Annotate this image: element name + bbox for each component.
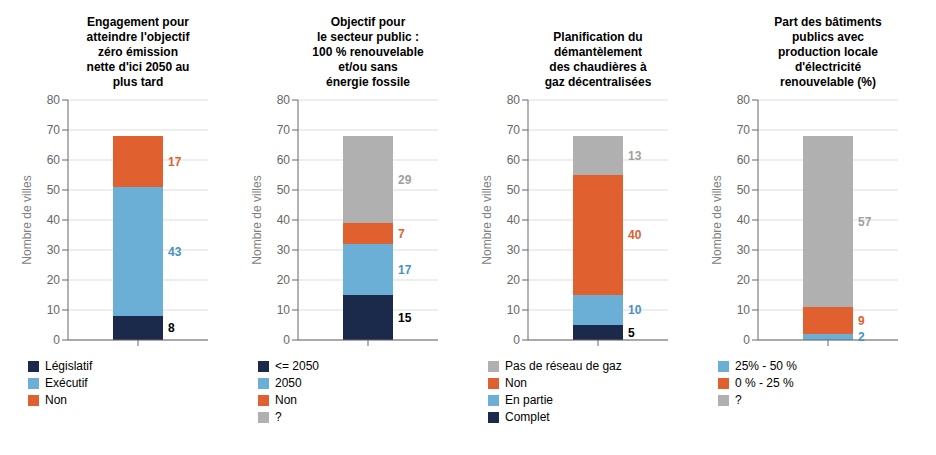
svg-text:80: 80 [277,93,291,107]
svg-text:13: 13 [628,149,642,163]
html-text:Non: Non [275,393,297,407]
svg-text:40: 40 [47,213,61,227]
svg-text:30: 30 [47,243,61,257]
svg-text:10: 10 [47,303,61,317]
svg-text:2: 2 [858,330,865,344]
svg-text:40: 40 [277,213,291,227]
svg-text:20: 20 [507,273,521,287]
svg-text:30: 30 [507,243,521,257]
svg-text:40: 40 [628,228,642,242]
html-text:Exécutif: Exécutif [45,376,88,390]
svg-text:10: 10 [507,303,521,317]
svg-text:Nombre de villes: Nombre de villes [710,175,724,264]
svg-text:40: 40 [507,213,521,227]
html-text:Législatif: Législatif [45,359,93,373]
html-text:Objectif pour le secteur publi: Objectif pour le secteur public : 100 % … [312,15,424,89]
svg-text:70: 70 [737,123,751,137]
html-text:Planification du démantèlement: Planification du démantèlement des chaud… [544,30,652,89]
svg-text:43: 43 [168,245,182,259]
svg-text:15: 15 [398,311,412,325]
svg-text:57: 57 [858,215,872,229]
svg-text:70: 70 [277,123,291,137]
svg-text:50: 50 [507,183,521,197]
html-text:Engagement pour atteindre l'ob: Engagement pour atteindre l'objectif zér… [86,15,190,89]
svg-text:40: 40 [737,213,751,227]
svg-text:70: 70 [507,123,521,137]
svg-text:20: 20 [277,273,291,287]
svg-text:5: 5 [628,326,635,340]
html-text:Pas de réseau de gaz: Pas de réseau de gaz [505,359,622,373]
svg-text:Nombre de villes: Nombre de villes [480,175,494,264]
svg-text:10: 10 [277,303,291,317]
html-text:Part des bâtiments publics ave: Part des bâtiments publics avec producti… [774,15,882,89]
svg-text:7: 7 [398,227,405,241]
html-text:En partie: En partie [505,393,553,407]
html-text:0 % - 25 %: 0 % - 25 % [735,376,794,390]
svg-text:60: 60 [47,153,61,167]
html-text:2050: 2050 [275,376,302,390]
svg-text:Nombre de villes: Nombre de villes [250,175,264,264]
svg-text:8: 8 [168,321,175,335]
svg-text:Nombre de villes: Nombre de villes [20,175,34,264]
svg-text:80: 80 [507,93,521,107]
svg-text:10: 10 [737,303,751,317]
svg-text:0: 0 [743,333,750,347]
svg-text:60: 60 [277,153,291,167]
html-text:25% - 50 %: 25% - 50 % [735,359,797,373]
html-text:Complet: Complet [505,410,550,424]
svg-text:17: 17 [168,155,182,169]
svg-text:20: 20 [47,273,61,287]
svg-text:30: 30 [277,243,291,257]
svg-text:50: 50 [47,183,61,197]
svg-text:29: 29 [398,173,412,187]
svg-text:50: 50 [737,183,751,197]
svg-text:70: 70 [47,123,61,137]
svg-text:30: 30 [737,243,751,257]
svg-text:0: 0 [53,333,60,347]
html-text:Non: Non [45,393,67,407]
svg-text:9: 9 [858,314,865,328]
svg-text:60: 60 [507,153,521,167]
svg-text:20: 20 [737,273,751,287]
svg-text:0: 0 [513,333,520,347]
html-text:<= 2050: <= 2050 [275,359,319,373]
svg-text:50: 50 [277,183,291,197]
svg-text:0: 0 [283,333,290,347]
html-text:Non: Non [505,376,527,390]
svg-text:80: 80 [737,93,751,107]
svg-text:80: 80 [47,93,61,107]
svg-text:10: 10 [628,303,642,317]
svg-text:17: 17 [398,263,412,277]
svg-text:60: 60 [737,153,751,167]
